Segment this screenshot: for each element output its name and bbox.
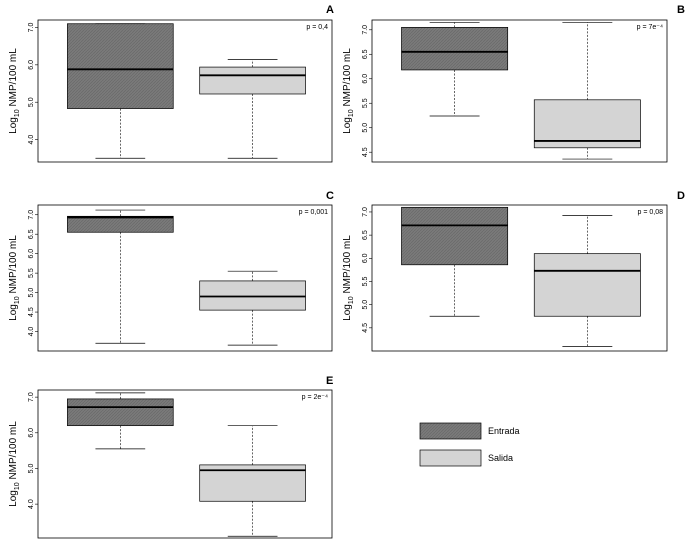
panel-a: Ap = 0,4 4.0 5.0 6.0 7.0 Log10 NMP/100 mL (8, 4, 334, 163)
y-tick-label: 7.0 (362, 25, 369, 35)
y-tick-label: 7.0 (362, 207, 369, 217)
box-salida (199, 270, 306, 346)
y-tick-label: 4.0 (28, 499, 35, 509)
box-entrada (67, 392, 174, 450)
box-entrada (401, 22, 509, 117)
y-tick-label: 5.5 (362, 98, 369, 108)
iqr-box (401, 206, 509, 266)
y-axis-label: Log10 NMP/100 mL (342, 48, 355, 134)
panel-c: Cp = 0,001 4.0 4.5 5.0 5.5 6.0 6.5 7.0 Log10 NMP… (8, 190, 334, 352)
legend-label: Salida (488, 453, 513, 463)
panel-letter: A (326, 4, 334, 16)
box-salida (533, 215, 641, 347)
iqr-box (199, 66, 306, 95)
box-entrada (67, 23, 174, 159)
iqr-box (199, 280, 306, 311)
box-entrada (401, 206, 509, 317)
y-tick-label: 6.0 (28, 428, 35, 438)
y-tick-label: 5.0 (28, 97, 35, 107)
box-salida (533, 22, 641, 160)
y-tick-label: 7.0 (28, 23, 35, 33)
iqr-box (67, 215, 174, 233)
y-tick-label: 5.0 (28, 463, 35, 473)
p-value-label: p = 0,08 (638, 209, 664, 216)
legend-item-entrada: Entrada (419, 422, 520, 440)
p-value-label: p = 7e⁻⁴ (637, 24, 663, 31)
y-axis-label: Log10 NMP/100 mL (8, 235, 21, 321)
iqr-box (67, 23, 174, 109)
y-tick-label: 6.5 (362, 230, 369, 240)
y-tick-label: 6.5 (28, 229, 35, 239)
plot-frame (37, 19, 333, 163)
panel-letter: B (677, 4, 685, 16)
panel-b: Bp = 7e⁻⁴ 4.5 5.0 5.5 6.0 6.5 7.0 Log10 NMP/100… (342, 4, 685, 163)
y-tick-label: 6.0 (28, 249, 35, 259)
y-axis-label: Log10 NMP/100 mL (8, 48, 21, 134)
y-axis-label: Log10 NMP/100 mL (8, 421, 21, 507)
y-tick-label: 5.0 (28, 288, 35, 298)
p-value-label: p = 2e⁻⁴ (302, 394, 328, 401)
p-value-label: p = 0,001 (299, 209, 328, 216)
iqr-box (533, 99, 641, 149)
panel-d: Dp = 0,08 4.5 5.0 5.5 6.0 6.5 7.0 Log10 NMP/100… (342, 190, 685, 352)
y-tick-label: 7.0 (28, 392, 35, 402)
plot-frame (371, 19, 668, 163)
y-axis-label: Log10 NMP/100 mL (342, 235, 355, 321)
y-tick-label: 5.0 (362, 300, 369, 310)
y-tick-label: 7.0 (28, 210, 35, 220)
panel-letter: C (326, 190, 334, 202)
iqr-box (401, 26, 509, 71)
y-tick-label: 5.5 (362, 277, 369, 287)
box-salida (199, 425, 306, 537)
box-entrada (67, 209, 174, 344)
p-value-label: p = 0,4 (306, 24, 328, 31)
y-tick-label: 5.0 (362, 123, 369, 133)
plot-frame (371, 204, 668, 352)
y-tick-label: 6.0 (28, 60, 35, 70)
y-tick-label: 4.5 (28, 307, 35, 317)
y-tick-label: 6.0 (362, 253, 369, 263)
y-tick-label: 6.0 (362, 74, 369, 84)
legend: Entrada Salida (419, 422, 520, 467)
y-tick-label: 4.0 (28, 327, 35, 337)
y-tick-label: 5.5 (28, 268, 35, 278)
plot-frame (37, 204, 333, 352)
plot-frame (37, 389, 333, 539)
panel-letter: E (326, 375, 333, 387)
panel-e: Ep = 2e⁻⁴ 4.0 5.0 6.0 7.0 Log10 NMP/100 mL (8, 375, 333, 539)
y-tick-label: 6.5 (362, 49, 369, 59)
iqr-box (533, 253, 641, 317)
legend-swatch (419, 422, 482, 440)
iqr-box (67, 398, 174, 427)
box-salida (199, 59, 306, 159)
y-tick-label: 4.5 (362, 147, 369, 157)
y-tick-label: 4.5 (362, 323, 369, 333)
legend-item-salida: Salida (419, 449, 513, 467)
panel-letter: D (677, 190, 685, 202)
legend-label: Entrada (488, 426, 520, 436)
y-tick-label: 4.0 (28, 135, 35, 145)
legend-swatch (419, 449, 482, 467)
